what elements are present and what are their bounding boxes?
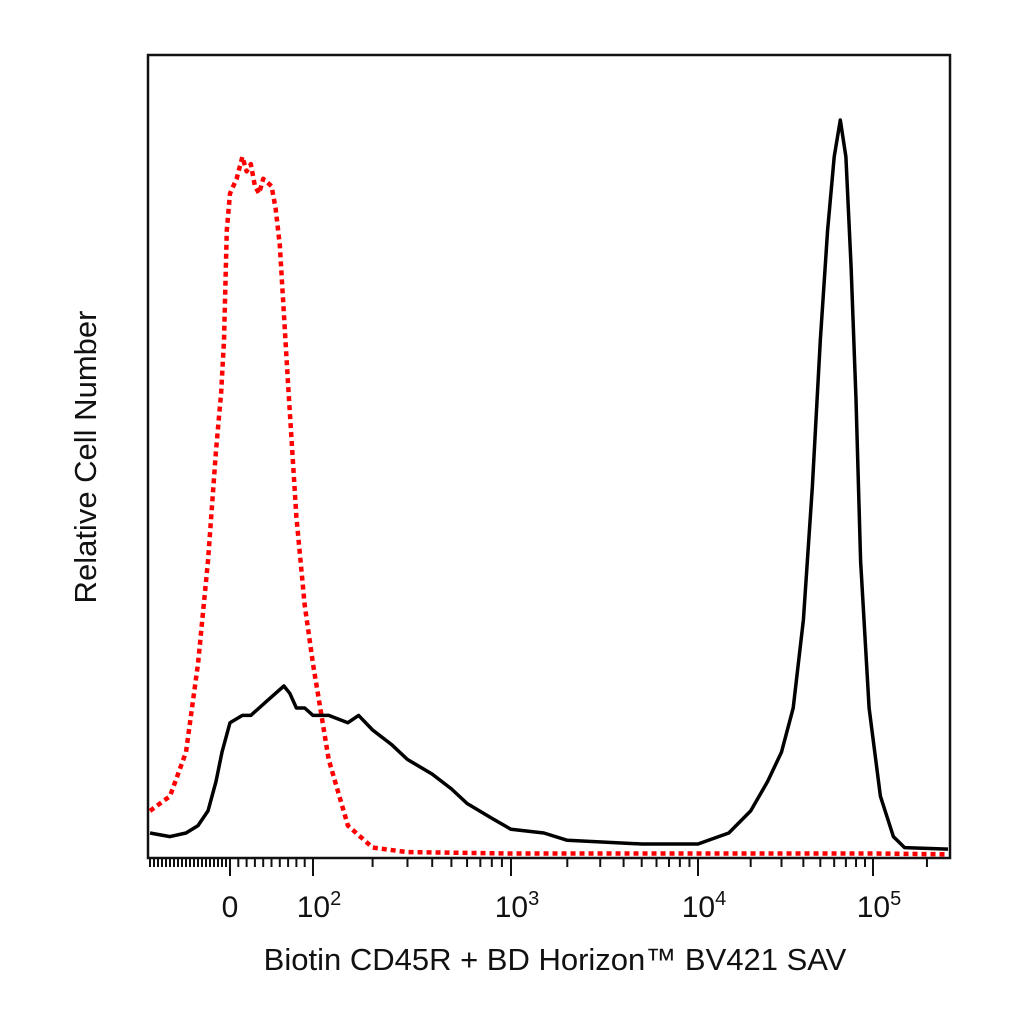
- x-tick-label: 103: [495, 888, 540, 924]
- x-axis-label: Biotin CD45R + BD Horizon™ BV421 SAV: [264, 942, 847, 977]
- series-lines: [148, 118, 949, 857]
- control-histogram-line: [148, 154, 949, 857]
- x-tick-label: 0: [222, 891, 239, 924]
- x-tick-label: 105: [857, 888, 902, 924]
- y-axis-label: Relative Cell Number: [68, 311, 103, 604]
- x-tick-label: 102: [297, 888, 342, 924]
- stained-histogram-line: [149, 118, 949, 851]
- x-tick-label: 104: [682, 888, 727, 924]
- x-axis-tick-labels: 0 102 103 104 105: [222, 888, 902, 924]
- x-axis-ticks: [149, 858, 928, 876]
- plot-frame: [146, 53, 952, 860]
